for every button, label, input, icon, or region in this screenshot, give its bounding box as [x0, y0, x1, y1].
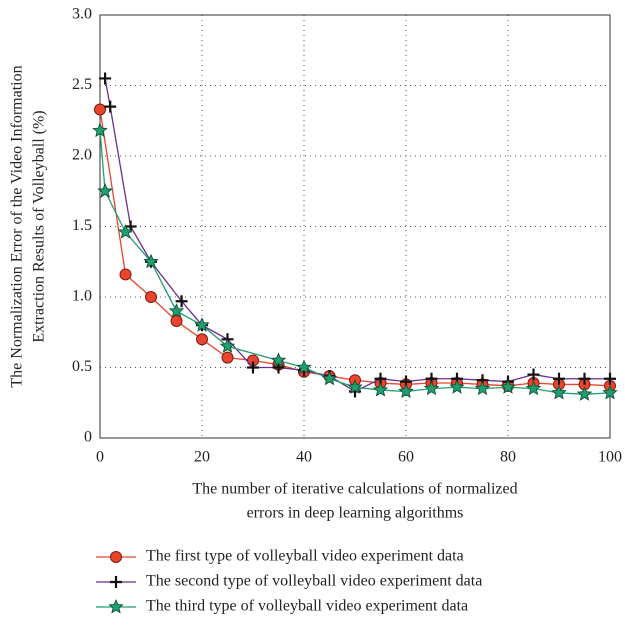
marker: [168, 303, 185, 318]
y-tick-label: 2.0: [72, 147, 92, 164]
marker: [219, 338, 236, 353]
x-tick-label: 80: [500, 449, 516, 466]
series-line: [99, 109, 611, 387]
x-tick-label: 0: [96, 449, 104, 466]
legend-label: The third type of volleyball video exper…: [146, 598, 468, 615]
marker: [576, 386, 593, 401]
plot-frame: [99, 14, 611, 439]
x-tick-label: 60: [398, 449, 414, 466]
marker: [110, 576, 122, 588]
marker: [474, 380, 491, 396]
marker: [145, 291, 157, 303]
marker: [97, 183, 113, 198]
marker: [221, 351, 234, 364]
marker: [347, 379, 363, 394]
marker: [170, 314, 183, 327]
marker: [551, 384, 567, 400]
y-axis-label: Extraction Results of Volleyball (%): [31, 110, 48, 342]
y-tick-label: 3.0: [72, 6, 92, 23]
marker: [270, 352, 287, 367]
marker: [578, 372, 591, 385]
y-tick-label: 1.5: [72, 217, 92, 234]
marker: [527, 368, 540, 381]
y-axis-label: The Normalization Error of the Video Inf…: [9, 65, 26, 387]
marker: [175, 295, 188, 308]
marker: [104, 100, 117, 113]
marker: [110, 551, 122, 563]
series-line: [99, 130, 611, 395]
y-tick-label: 0.5: [72, 358, 92, 375]
marker: [398, 383, 414, 398]
legend-label: The second type of volleyball video expe…: [146, 573, 482, 590]
series-line: [104, 78, 610, 393]
x-tick-label: 20: [194, 449, 210, 466]
x-axis-label: The number of iterative calculations of …: [192, 481, 517, 498]
marker: [194, 317, 210, 332]
marker: [108, 598, 124, 614]
marker: [604, 372, 616, 385]
marker: [99, 72, 112, 85]
x-tick-label: 100: [598, 449, 622, 466]
marker: [94, 103, 106, 116]
marker: [449, 379, 465, 394]
marker: [500, 379, 516, 394]
marker: [423, 380, 440, 396]
x-tick-label: 40: [296, 449, 312, 466]
marker: [119, 268, 132, 281]
marker: [321, 370, 338, 386]
marker: [92, 122, 108, 138]
y-tick-label: 1.0: [72, 288, 92, 305]
y-tick-label: 0: [84, 429, 92, 446]
marker: [247, 361, 259, 374]
x-axis-label: errors in deep learning algorithms: [247, 505, 464, 522]
legend-label: The first type of volleyball video exper…: [146, 548, 464, 565]
marker: [143, 253, 159, 269]
marker: [525, 380, 542, 396]
marker: [296, 359, 312, 375]
marker: [602, 384, 618, 400]
marker: [196, 333, 208, 346]
marker: [372, 382, 389, 397]
marker: [117, 224, 134, 239]
marker: [553, 372, 565, 385]
y-tick-label: 2.5: [72, 76, 92, 93]
